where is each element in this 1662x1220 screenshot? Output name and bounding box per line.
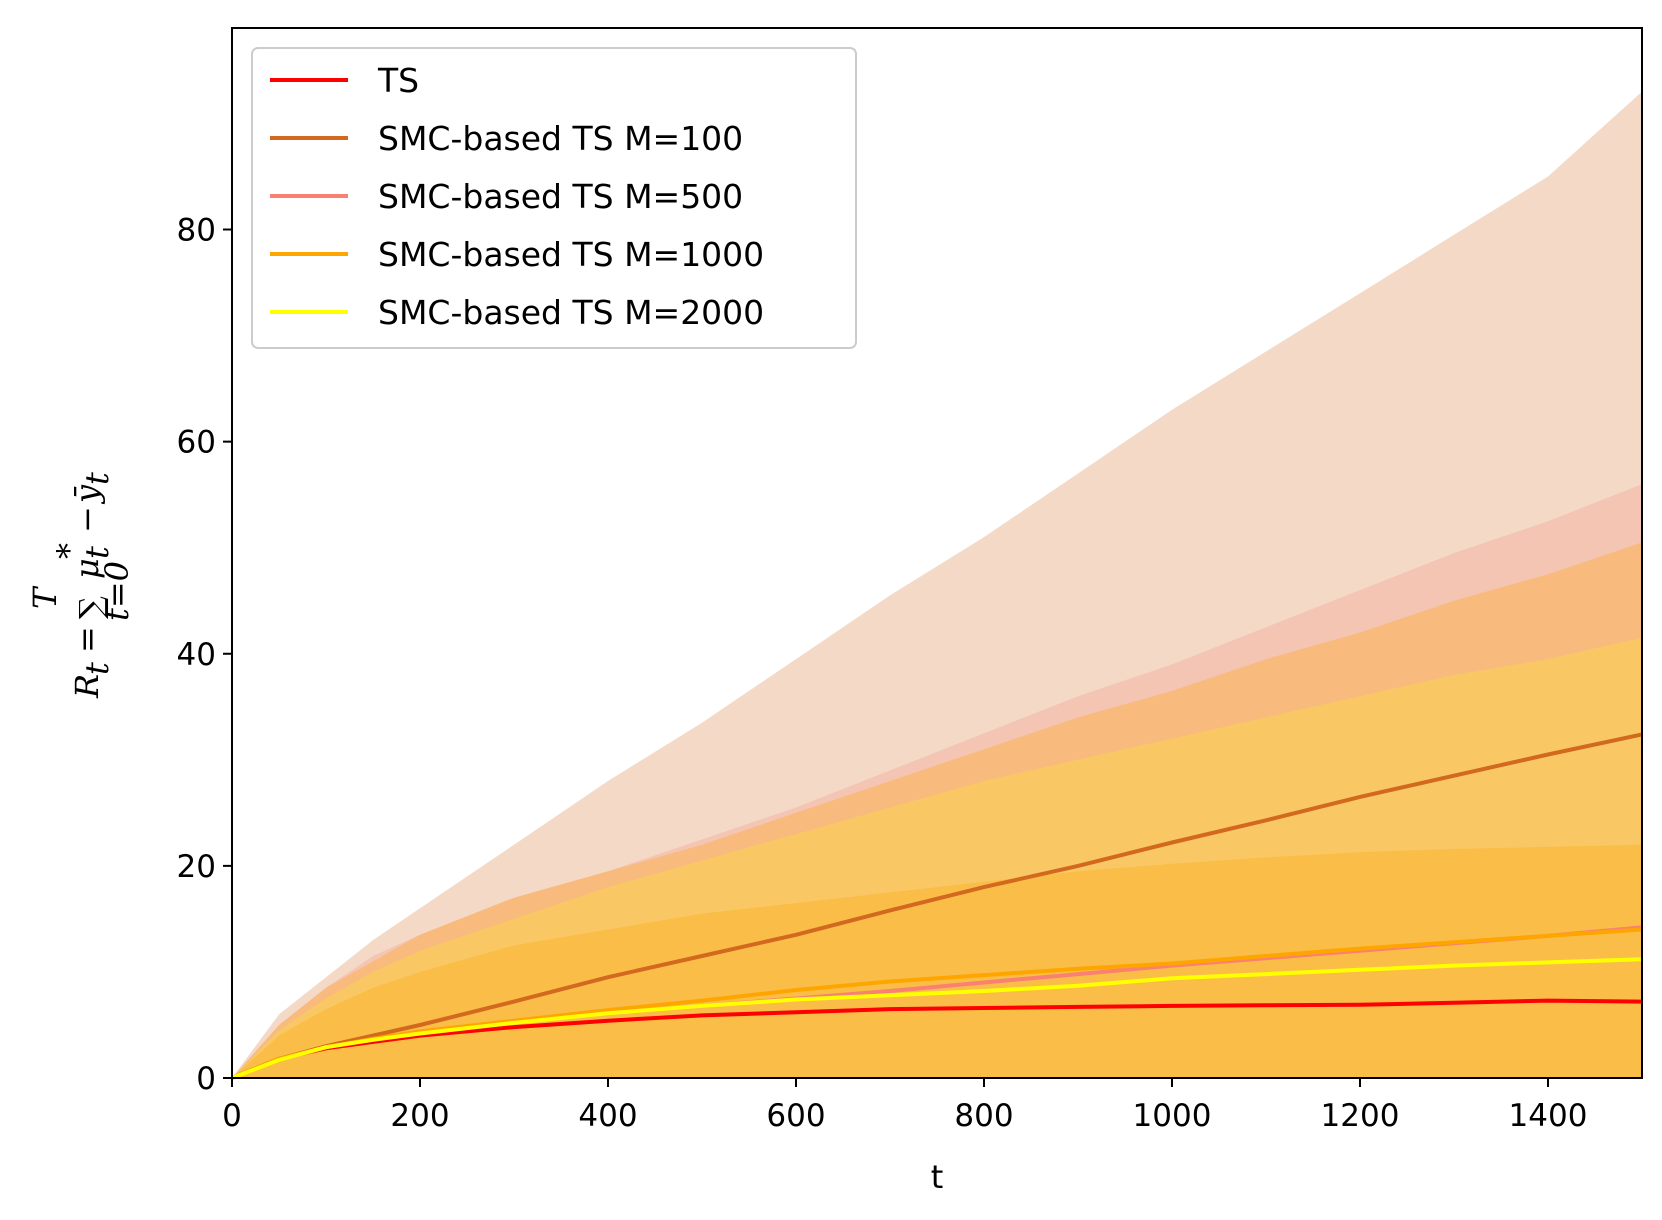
band-smc-based-ts-m-500-band (232, 484, 1642, 1079)
legend-label-m2000: SMC-based TS M=2000 (378, 293, 764, 332)
plot-frame (231, 27, 1643, 1079)
x-tick-label: 400 (578, 1098, 637, 1134)
ylabel-y-sub: t (78, 472, 116, 485)
series-lines (231, 732, 1643, 1080)
ylabel-sum-symbol: ∑ (72, 596, 110, 619)
x-tick-label: 1000 (1133, 1098, 1212, 1134)
ylabel-mu-sup: * (50, 543, 88, 559)
series-line-smc-based-ts-m-2000 (231, 957, 1643, 1080)
legend-label-m100: SMC-based TS M=100 (378, 119, 743, 158)
y-tick-label: 0 (196, 1061, 216, 1097)
ylabel-minus: − (68, 506, 106, 533)
x-tick-label: 800 (954, 1098, 1013, 1134)
ylabel-y: ȳ (68, 484, 106, 505)
ylabel-lhs: R (68, 674, 106, 699)
series-line-smc-based-ts-m-100 (231, 732, 1643, 1080)
x-tick-label: 1200 (1321, 1098, 1400, 1134)
band-ts-band (232, 844, 1642, 1078)
ylabel-lhs-sub: t (78, 662, 116, 675)
ylabel-equals: = (68, 626, 106, 653)
y-axis-label: R t = ∑ T t=0 μ t * − ȳ t (26, 472, 136, 699)
band-smc-based-ts-m-1000-band (232, 542, 1642, 1078)
band-smc-based-ts-m-2000-band (232, 637, 1642, 1078)
ylabel-mu: μ (68, 558, 106, 579)
y-tick-label: 40 (177, 637, 216, 673)
y-tick-label: 60 (177, 425, 216, 461)
y-tick-label: 80 (177, 213, 216, 249)
ylabel-mu-sub: t (78, 546, 116, 559)
x-axis-ticks: 0 200 400 600 800 1000 1200 1400 (222, 1078, 1587, 1134)
legend-label-ts: TS (377, 61, 419, 100)
legend-label-m1000: SMC-based TS M=1000 (378, 235, 764, 274)
confidence-bands (232, 91, 1642, 1079)
x-axis-label: t (931, 1158, 944, 1196)
x-tick-label: 200 (390, 1098, 449, 1134)
ylabel-sum-bottom: t=0 (98, 561, 136, 621)
legend-label-m500: SMC-based TS M=500 (378, 177, 743, 216)
x-tick-label: 1400 (1509, 1098, 1588, 1134)
ylabel-sum-top: T (26, 585, 64, 609)
legend-frame (251, 47, 857, 349)
band-smc-based-ts-m-100-band (232, 91, 1642, 1079)
legend: TS SMC-based TS M=100 SMC-based TS M=500… (251, 47, 857, 349)
x-tick-label: 600 (766, 1098, 825, 1134)
y-axis-ticks: 0 20 40 60 80 (177, 213, 232, 1097)
y-tick-label: 20 (177, 849, 216, 885)
x-tick-label: 0 (222, 1098, 242, 1134)
